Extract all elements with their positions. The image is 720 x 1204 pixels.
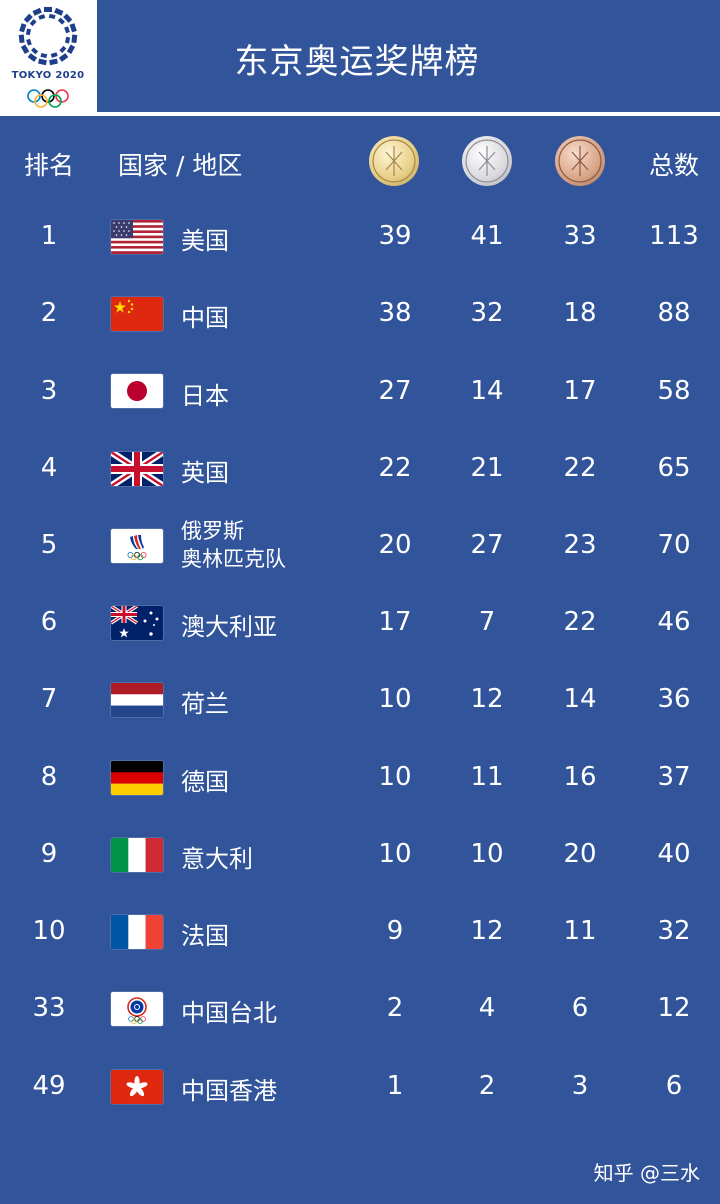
france-flag-icon	[111, 915, 163, 949]
rank-cell: 3	[40, 376, 58, 406]
silver-medal-icon	[462, 136, 512, 186]
gold-count: 27	[378, 376, 412, 406]
silver-count: 7	[478, 607, 496, 637]
gold-count: 9	[386, 916, 404, 946]
rank-cell: 2	[40, 298, 58, 328]
rank-cell: 9	[40, 839, 58, 869]
country-name: 意大利	[181, 845, 253, 873]
bronze-count: 6	[571, 993, 589, 1023]
uk-flag-icon	[111, 452, 163, 486]
bronze-count: 14	[563, 684, 597, 714]
total-count: 58	[657, 376, 691, 406]
roc-flag-icon	[111, 529, 163, 563]
bronze-count: 22	[563, 607, 597, 637]
gold-count: 10	[378, 684, 412, 714]
bronze-medal-icon	[555, 136, 605, 186]
country-name: 德国	[181, 768, 229, 796]
bronze-count: 20	[563, 839, 597, 869]
tokyo-2020-emblem-icon	[18, 7, 78, 108]
japan-flag-icon	[111, 374, 163, 408]
total-count: 37	[657, 762, 691, 792]
gold-medal-icon	[369, 136, 419, 186]
header-banner: 东京奥运奖牌榜	[97, 0, 720, 112]
italy-flag-icon	[111, 838, 163, 872]
page-title: 东京奥运奖牌榜	[234, 42, 480, 82]
country-name: 法国	[181, 922, 229, 950]
country-name: 中国台北	[181, 999, 277, 1027]
country-name: 中国香港	[181, 1077, 277, 1105]
country-name: 俄罗斯 奥林匹克队	[181, 517, 286, 573]
silver-count: 4	[478, 993, 496, 1023]
rank-cell: 5	[40, 530, 58, 560]
silver-count: 32	[470, 298, 504, 328]
country-name: 荷兰	[181, 690, 229, 718]
gold-count: 1	[386, 1071, 404, 1101]
gold-count: 2	[386, 993, 404, 1023]
australia-flag-icon	[111, 606, 163, 640]
total-count: 40	[657, 839, 691, 869]
total-count: 88	[657, 298, 691, 328]
gold-count: 20	[378, 530, 412, 560]
rank-cell: 4	[40, 453, 58, 483]
rank-cell: 10	[32, 916, 66, 946]
column-header-total: 总数	[648, 151, 699, 180]
total-count: 46	[657, 607, 691, 637]
bronze-count: 22	[563, 453, 597, 483]
total-count: 12	[657, 993, 691, 1023]
country-name-line-2: 奥林匹克队	[181, 547, 286, 571]
country-name: 日本	[181, 382, 229, 410]
country-name: 中国	[181, 304, 229, 332]
rank-cell: 7	[40, 684, 58, 714]
watermark: 知乎 @三水	[593, 1161, 700, 1185]
column-header-country: 国家 / 地区	[118, 151, 243, 180]
total-count: 32	[657, 916, 691, 946]
bronze-count: 18	[563, 298, 597, 328]
gold-count: 22	[378, 453, 412, 483]
silver-count: 2	[478, 1071, 496, 1101]
usa-flag-icon	[111, 220, 163, 254]
country-name-line-1: 俄罗斯	[181, 519, 244, 543]
total-count: 36	[657, 684, 691, 714]
rank-cell: 1	[40, 221, 58, 251]
medal-table: 排名 国家 / 地区 总数 1 美国 39 41 33 113 2 中国 38 …	[0, 116, 720, 1204]
germany-flag-icon	[111, 761, 163, 795]
rank-cell: 6	[40, 607, 58, 637]
bronze-count: 11	[563, 916, 597, 946]
silver-count: 12	[470, 684, 504, 714]
rank-cell: 49	[32, 1071, 66, 1101]
gold-count: 10	[378, 762, 412, 792]
rank-cell: 8	[40, 762, 58, 792]
gold-count: 10	[378, 839, 412, 869]
bronze-count: 3	[571, 1071, 589, 1101]
silver-count: 10	[470, 839, 504, 869]
chinese-taipei-flag-icon	[111, 992, 163, 1026]
total-count: 70	[657, 530, 691, 560]
bronze-count: 17	[563, 376, 597, 406]
country-name: 美国	[181, 227, 229, 255]
silver-count: 21	[470, 453, 504, 483]
gold-count: 38	[378, 298, 412, 328]
column-header-rank: 排名	[23, 151, 74, 180]
silver-count: 14	[470, 376, 504, 406]
bronze-count: 33	[563, 221, 597, 251]
silver-count: 27	[470, 530, 504, 560]
gold-count: 17	[378, 607, 412, 637]
country-name: 英国	[181, 459, 229, 487]
china-flag-icon	[111, 297, 163, 331]
country-name: 澳大利亚	[181, 613, 277, 641]
logo-text: TOKYO 2020	[11, 70, 85, 81]
bronze-count: 23	[563, 530, 597, 560]
silver-count: 12	[470, 916, 504, 946]
total-count: 6	[665, 1071, 683, 1101]
bronze-count: 16	[563, 762, 597, 792]
silver-count: 11	[470, 762, 504, 792]
total-count: 65	[657, 453, 691, 483]
total-count: 113	[649, 221, 699, 251]
silver-count: 41	[470, 221, 504, 251]
tokyo-2020-logo: TOKYO 2020	[0, 0, 96, 112]
gold-count: 39	[378, 221, 412, 251]
netherlands-flag-icon	[111, 683, 163, 717]
hong-kong-flag-icon	[111, 1070, 163, 1104]
rank-cell: 33	[32, 993, 66, 1023]
